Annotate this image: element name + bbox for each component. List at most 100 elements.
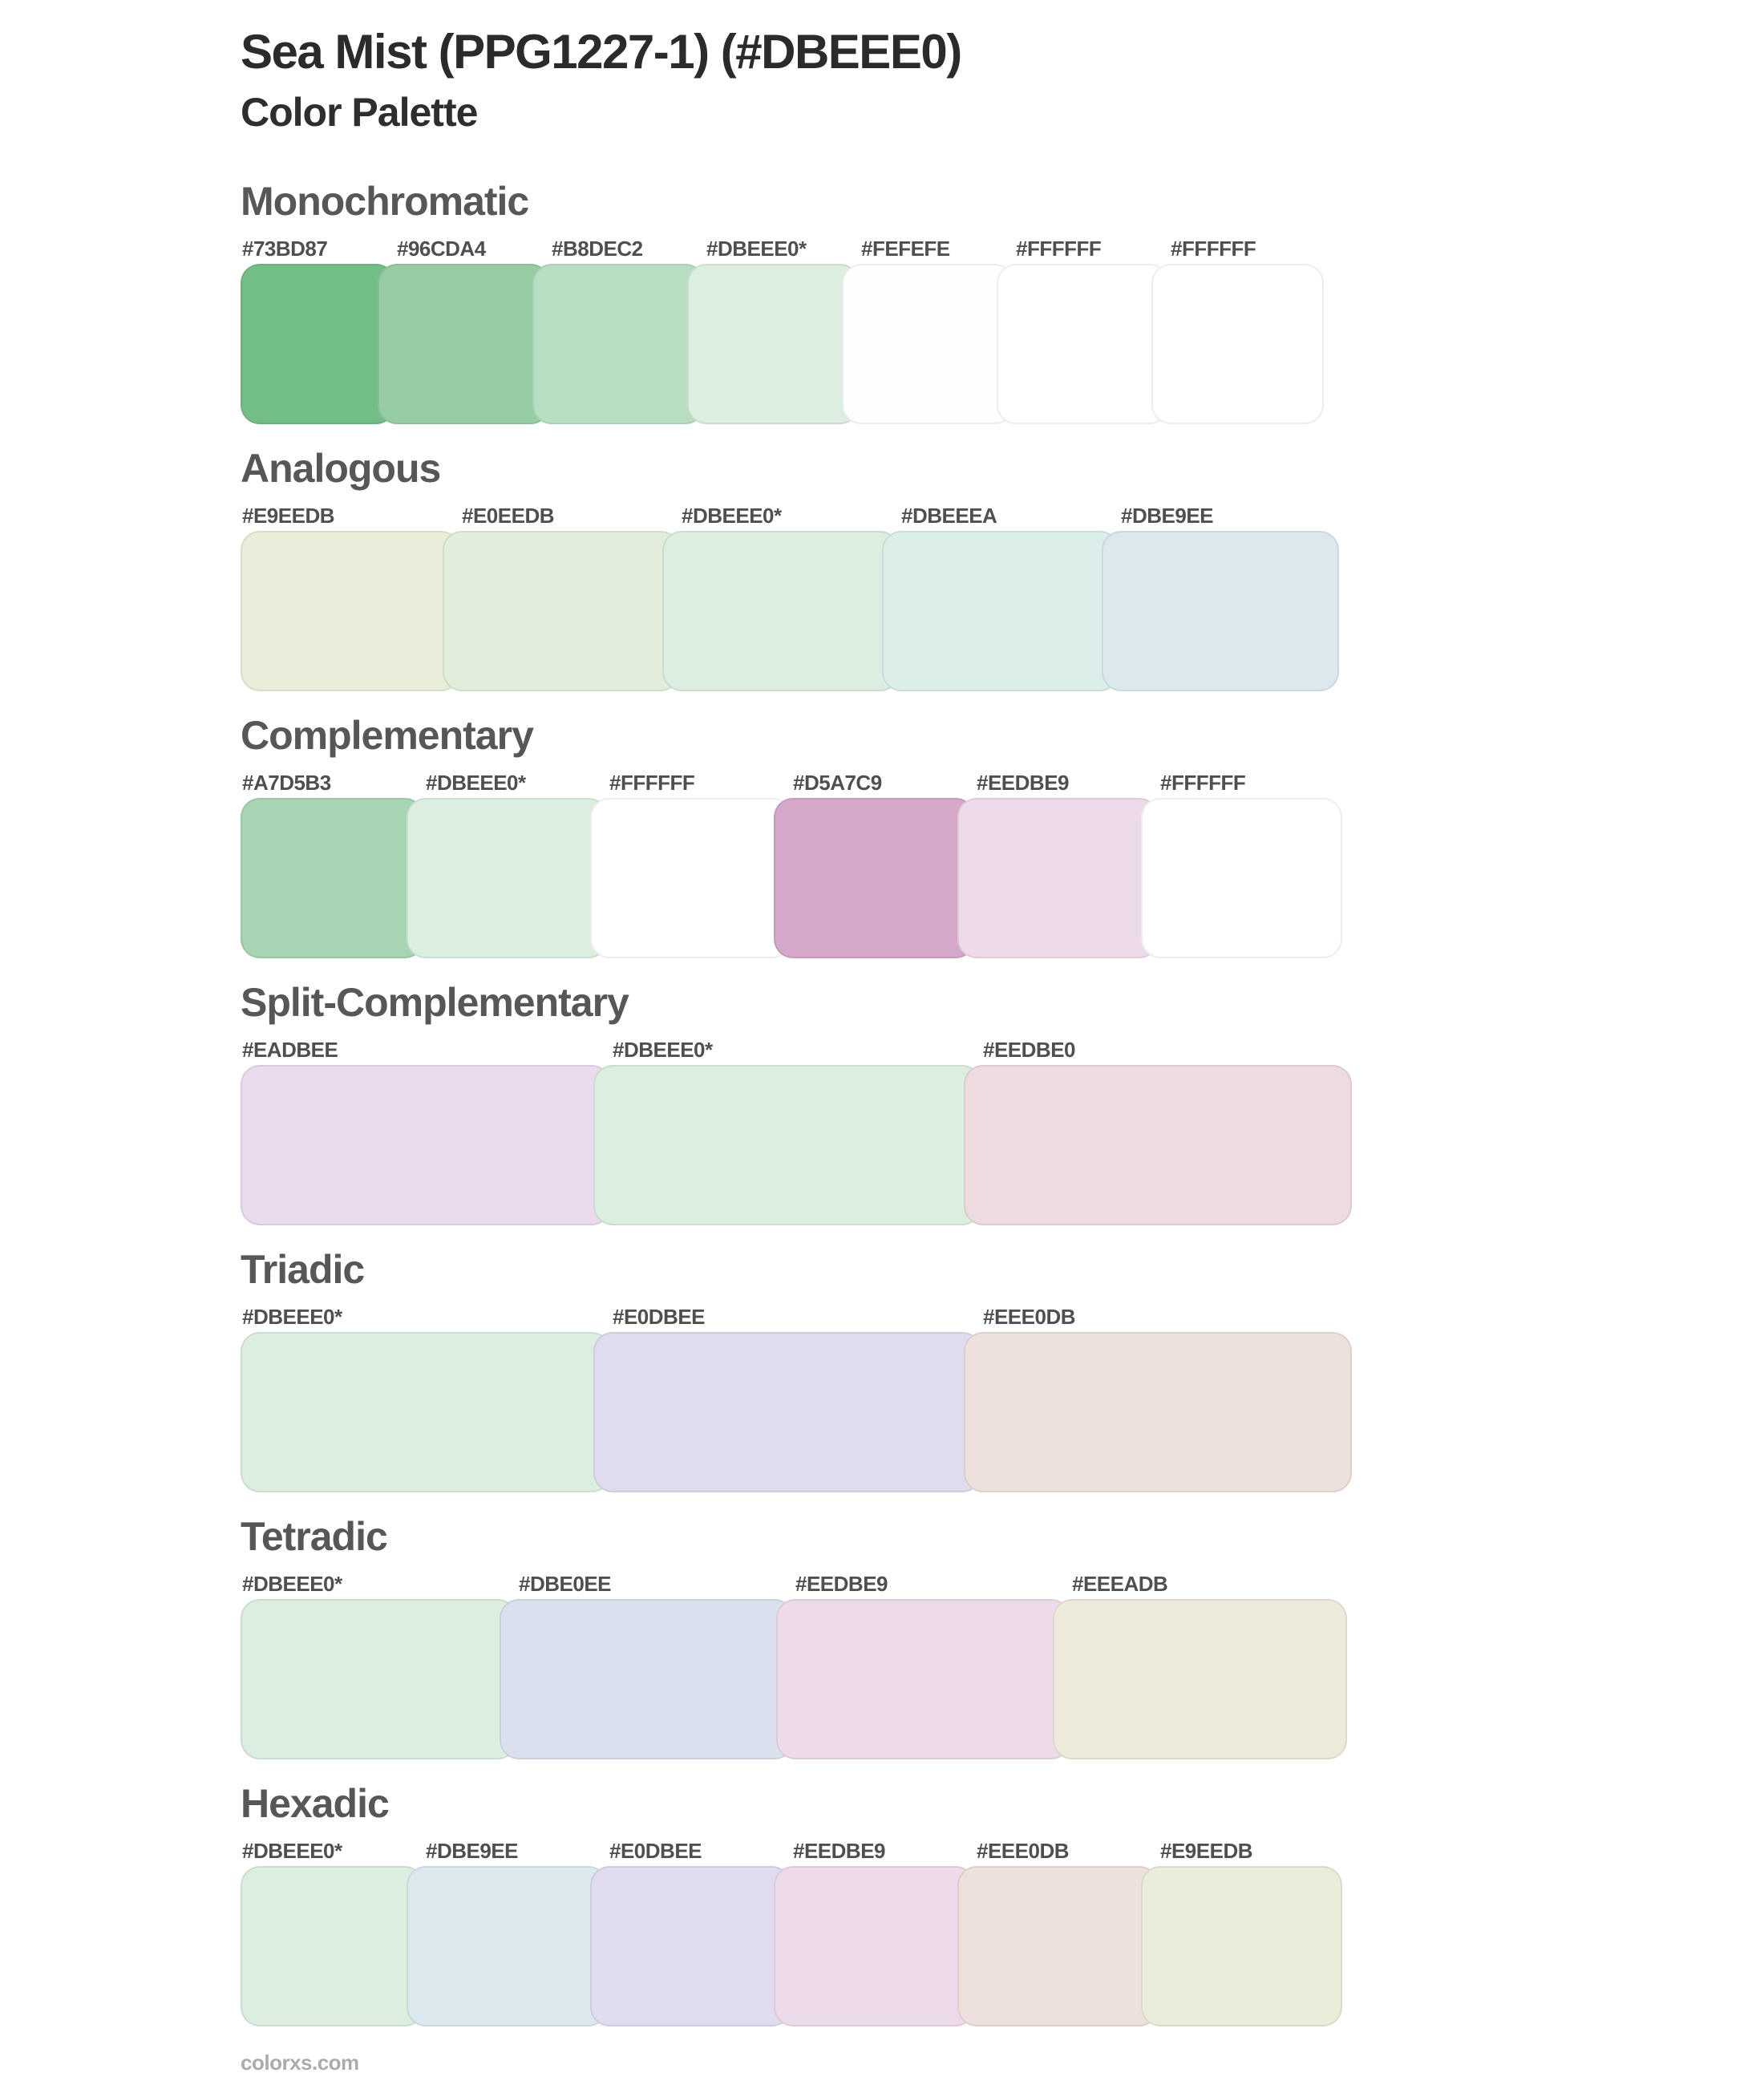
color-swatch[interactable] — [1151, 264, 1324, 424]
swatch-cell: #A7D5B3 — [241, 771, 424, 958]
scheme-heading-analogous: Analogous — [241, 446, 441, 491]
color-swatch[interactable] — [241, 798, 424, 958]
swatch-cell: #DBE9EE — [1102, 504, 1339, 691]
hex-label: #EEE0DB — [977, 1839, 1070, 1863]
color-swatch[interactable] — [500, 1599, 794, 1759]
hex-label: #FEFEFE — [861, 237, 950, 261]
scheme-section-split-complementary: Split-Complementary #EADBEE #DBEEE0* #EEDBE… — [241, 981, 1764, 1225]
color-swatch[interactable] — [774, 798, 975, 958]
hex-label: #E0DBEE — [609, 1839, 702, 1863]
color-swatch[interactable] — [593, 1332, 981, 1492]
scheme-heading-split-complementary: Split-Complementary — [241, 980, 629, 1025]
swatch-row-split-complementary: #EADBEE #DBEEE0* #EEDBE0 — [241, 1038, 1352, 1225]
swatch-cell: #EEE0DB — [964, 1305, 1352, 1492]
scheme-section-triadic: Triadic #DBEEE0* #E0DBEE #EEE0DB — [241, 1248, 1764, 1492]
color-swatch[interactable] — [1141, 1866, 1342, 2026]
color-swatch[interactable] — [964, 1065, 1352, 1225]
hex-label: #DBE9EE — [426, 1839, 519, 1863]
color-swatch[interactable] — [443, 531, 680, 691]
swatch-cell: #FFFFFF — [1141, 771, 1342, 958]
color-swatch[interactable] — [776, 1599, 1070, 1759]
color-swatch[interactable] — [590, 798, 791, 958]
swatch-cell: #DBEEE0* — [241, 1572, 517, 1759]
swatch-cell: #EEDBE9 — [957, 771, 1159, 958]
hex-label: #FFFFFF — [609, 771, 695, 795]
color-swatch[interactable] — [241, 1332, 611, 1492]
swatch-cell: #FFFFFF — [1151, 237, 1324, 424]
hex-label: #EEDBE9 — [793, 1839, 886, 1863]
swatch-cell: #DBE0EE — [500, 1572, 794, 1759]
swatch-cell: #E0EEDB — [443, 504, 680, 691]
color-swatch[interactable] — [1141, 798, 1342, 958]
hex-label: #73BD87 — [242, 237, 328, 261]
color-swatch[interactable] — [241, 1866, 424, 2026]
hex-label: #EEDBE9 — [795, 1572, 888, 1596]
color-swatch[interactable] — [957, 798, 1159, 958]
swatch-cell: #DBEEE0* — [241, 1305, 611, 1492]
hex-label: #EADBEE — [242, 1038, 338, 1062]
color-swatch[interactable] — [997, 264, 1169, 424]
color-swatch[interactable] — [687, 264, 860, 424]
hex-label: #B8DEC2 — [552, 237, 643, 261]
hex-label: #DBEEE0* — [242, 1305, 342, 1329]
scheme-list: Monochromatic #73BD87 #96CDA4 #B8DEC2 #DBEEE… — [241, 180, 1764, 2026]
hex-label: #EEDBE0 — [983, 1038, 1076, 1062]
swatch-cell: #DBEEE0* — [407, 771, 608, 958]
scheme-section-complementary: Complementary #A7D5B3 #DBEEE0* #FFFFFF #D5A7… — [241, 714, 1764, 958]
scheme-heading-triadic: Triadic — [241, 1247, 365, 1292]
swatch-row-analogous: #E9EEDB #E0EEDB #DBEEE0* #DBEEEA #DBE9EE — [241, 504, 1339, 691]
color-swatch[interactable] — [407, 1866, 608, 2026]
scheme-heading-monochromatic: Monochromatic — [241, 179, 529, 224]
hex-label: #DBEEE0* — [706, 237, 807, 261]
scheme-heading-complementary: Complementary — [241, 713, 534, 758]
hex-label: #D5A7C9 — [793, 771, 882, 795]
swatch-cell: #E0DBEE — [593, 1305, 981, 1492]
swatch-row-monochromatic: #73BD87 #96CDA4 #B8DEC2 #DBEEE0* #FEFEFE #FFF… — [241, 237, 1324, 424]
color-swatch[interactable] — [957, 1866, 1159, 2026]
hex-label: #DBEEE0* — [242, 1839, 342, 1863]
swatch-cell: #EEEADB — [1053, 1572, 1347, 1759]
scheme-section-monochromatic: Monochromatic #73BD87 #96CDA4 #B8DEC2 #DBEEE… — [241, 180, 1764, 424]
hex-label: #DBEEE0* — [682, 504, 782, 528]
swatch-cell: #EADBEE — [241, 1038, 611, 1225]
color-swatch[interactable] — [241, 264, 395, 424]
swatch-cell: #DBE9EE — [407, 1839, 608, 2026]
swatch-cell: #FFFFFF — [997, 237, 1169, 424]
color-swatch[interactable] — [882, 531, 1119, 691]
color-swatch[interactable] — [241, 531, 460, 691]
swatch-row-tetradic: #DBEEE0* #DBE0EE #EEDBE9 #EEEADB — [241, 1572, 1347, 1759]
hex-label: #EEE0DB — [983, 1305, 1076, 1329]
color-swatch[interactable] — [662, 531, 900, 691]
color-swatch[interactable] — [532, 264, 705, 424]
color-swatch[interactable] — [590, 1866, 791, 2026]
swatch-cell: #E0DBEE — [590, 1839, 791, 2026]
hex-label: #DBEEE0* — [426, 771, 526, 795]
color-swatch[interactable] — [593, 1065, 981, 1225]
hex-label: #FFFFFF — [1016, 237, 1102, 261]
color-swatch[interactable] — [407, 798, 608, 958]
color-swatch[interactable] — [241, 1065, 611, 1225]
footer-link[interactable]: colorxs.com — [241, 2051, 359, 2075]
swatch-cell: #DBEEE0* — [662, 504, 900, 691]
hex-label: #EEDBE9 — [977, 771, 1070, 795]
swatch-cell: #EEDBE9 — [774, 1839, 975, 2026]
swatch-cell: #DBEEE0* — [687, 237, 860, 424]
swatch-cell: #D5A7C9 — [774, 771, 975, 958]
color-swatch[interactable] — [1102, 531, 1339, 691]
color-swatch[interactable] — [774, 1866, 975, 2026]
hex-label: #E0EEDB — [462, 504, 555, 528]
color-swatch[interactable] — [842, 264, 1014, 424]
hex-label: #FFFFFF — [1160, 771, 1246, 795]
color-swatch[interactable] — [241, 1599, 517, 1759]
hex-label: #DBE9EE — [1121, 504, 1214, 528]
color-swatch[interactable] — [1053, 1599, 1347, 1759]
scheme-section-tetradic: Tetradic #DBEEE0* #DBE0EE #EEDBE9 #EEEADB — [241, 1515, 1764, 1759]
hex-label: #EEEADB — [1072, 1572, 1168, 1596]
swatch-cell: #EEDBE9 — [776, 1572, 1070, 1759]
color-swatch[interactable] — [964, 1332, 1352, 1492]
page-header: Sea Mist (PPG1227-1) (#DBEEE0) Color Pal… — [241, 24, 1764, 135]
color-swatch[interactable] — [378, 264, 550, 424]
hex-label: #DBEEE0* — [613, 1038, 713, 1062]
page-footer: colorxs.com — [241, 2051, 1764, 2075]
hex-label: #A7D5B3 — [242, 771, 331, 795]
